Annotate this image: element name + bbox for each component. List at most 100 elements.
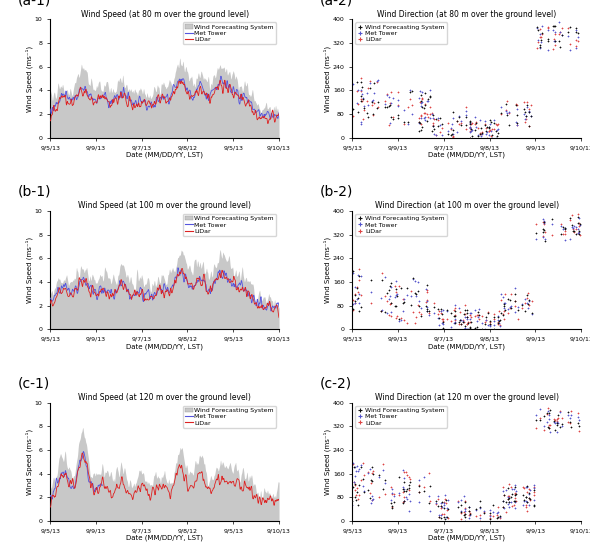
LiDar <box>545 420 555 429</box>
Met Tower <box>466 308 475 317</box>
Met Tower <box>422 302 431 311</box>
Wind Forecasting System <box>381 476 390 484</box>
Met Tower <box>367 492 376 500</box>
LiDar <box>431 131 441 140</box>
Met Tower <box>441 513 450 521</box>
Wind Forecasting System <box>417 91 426 100</box>
LiDar <box>392 311 401 320</box>
Wind Forecasting System <box>493 312 503 321</box>
Wind Forecasting System <box>465 133 474 142</box>
Wind Forecasting System <box>350 290 359 299</box>
Met Tower <box>573 228 583 237</box>
LiDar <box>507 501 517 510</box>
LiDar <box>434 494 443 503</box>
LiDar <box>525 301 534 310</box>
Wind Forecasting System <box>454 112 463 121</box>
Wind Forecasting System <box>527 309 537 317</box>
Wind Forecasting System <box>538 225 548 233</box>
Wind Forecasting System <box>465 507 474 515</box>
Met Tower <box>358 93 368 102</box>
LiDar <box>417 111 426 119</box>
Met Tower <box>386 98 396 107</box>
Wind Forecasting System <box>560 223 569 232</box>
LiDar <box>394 281 404 290</box>
LiDar <box>366 478 376 487</box>
Met Tower <box>405 86 415 95</box>
Met Tower <box>434 492 443 500</box>
LiDar <box>381 489 390 498</box>
Met Tower <box>476 504 485 513</box>
Wind Forecasting System <box>403 118 412 127</box>
LiDar <box>484 126 494 135</box>
LiDar <box>374 493 384 502</box>
Wind Forecasting System <box>493 513 502 522</box>
LiDar <box>540 228 550 237</box>
Wind Forecasting System <box>568 226 578 235</box>
Wind Forecasting System <box>560 225 569 233</box>
LiDar <box>493 511 502 520</box>
Wind Forecasting System <box>477 325 487 333</box>
Wind Forecasting System <box>417 126 426 134</box>
Wind Forecasting System <box>350 493 359 502</box>
Wind Forecasting System <box>423 95 432 103</box>
LiDar <box>539 218 549 227</box>
Text: (c-1): (c-1) <box>18 377 50 390</box>
LiDar <box>560 229 569 238</box>
Met Tower <box>457 316 466 325</box>
LiDar <box>525 493 534 502</box>
LiDar <box>350 299 360 308</box>
Met Tower <box>542 418 552 426</box>
Met Tower <box>443 495 453 504</box>
Met Tower <box>575 416 584 425</box>
LiDar <box>504 108 514 117</box>
Met Tower <box>427 109 436 118</box>
Met Tower <box>380 100 389 108</box>
Met Tower <box>399 105 408 114</box>
Wind Forecasting System <box>483 309 493 317</box>
Wind Forecasting System <box>425 482 434 491</box>
LiDar <box>454 320 464 328</box>
Wind Forecasting System <box>500 299 509 308</box>
LiDar <box>465 509 474 518</box>
Met Tower <box>399 497 409 505</box>
Met Tower <box>391 276 401 285</box>
LiDar <box>357 291 366 300</box>
Wind Forecasting System <box>422 306 431 315</box>
LiDar <box>565 419 575 427</box>
Wind Forecasting System <box>510 482 519 491</box>
Met Tower <box>450 317 460 326</box>
Wind Forecasting System <box>454 317 464 326</box>
LiDar <box>502 97 512 106</box>
LiDar <box>421 297 431 306</box>
Met Tower <box>421 115 430 124</box>
Met Tower <box>477 319 487 327</box>
LiDar <box>460 510 470 519</box>
Met Tower <box>433 313 442 322</box>
Met Tower <box>493 125 502 134</box>
Met Tower <box>525 107 534 116</box>
Wind Forecasting System <box>543 36 552 45</box>
Met Tower <box>385 119 395 128</box>
LiDar <box>385 299 395 308</box>
Met Tower <box>486 127 496 135</box>
LiDar <box>491 119 500 128</box>
Met Tower <box>484 131 494 140</box>
LiDar <box>453 496 463 505</box>
Met Tower <box>366 79 375 87</box>
Met Tower <box>348 501 357 510</box>
LiDar <box>467 119 476 128</box>
Met Tower <box>399 473 409 482</box>
Met Tower <box>422 97 431 106</box>
Met Tower <box>436 307 445 316</box>
Wind Forecasting System <box>544 423 553 432</box>
Wind Forecasting System <box>463 319 473 327</box>
Wind Forecasting System <box>359 103 369 112</box>
Met Tower <box>500 298 509 307</box>
Wind Forecasting System <box>524 122 533 131</box>
Wind Forecasting System <box>510 491 520 499</box>
LiDar <box>443 513 453 522</box>
LiDar <box>499 491 509 499</box>
LiDar <box>368 466 378 475</box>
Wind Forecasting System <box>413 286 422 295</box>
Met Tower <box>459 492 468 501</box>
